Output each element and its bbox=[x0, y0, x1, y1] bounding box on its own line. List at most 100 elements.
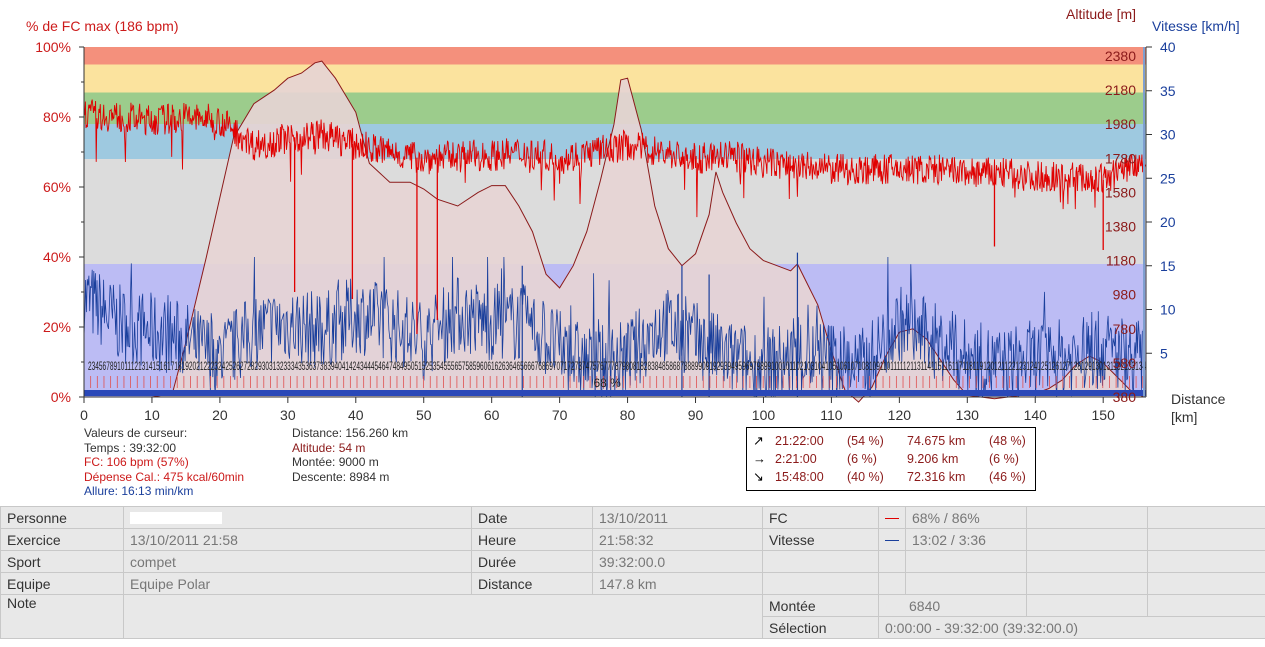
empty-cell bbox=[878, 550, 906, 573]
speed-tick-label: 30 bbox=[1160, 127, 1176, 143]
hr-legend-line-icon bbox=[885, 518, 899, 520]
person-value[interactable] bbox=[123, 506, 472, 529]
distance-tick-label: 130 bbox=[956, 407, 980, 423]
stats-distance: 9.206 km bbox=[907, 452, 959, 466]
speed-tick-label: 15 bbox=[1160, 258, 1176, 274]
hr-zone-band bbox=[84, 47, 1146, 65]
cursor-values: Valeurs de curseur: Temps : 39:32:00 FC:… bbox=[84, 426, 244, 499]
speed-tick-label: 40 bbox=[1160, 39, 1176, 55]
empty-cell bbox=[1147, 550, 1265, 573]
sport-value[interactable]: compet bbox=[123, 550, 472, 573]
distance-tick-label: 90 bbox=[688, 407, 704, 423]
hr-tick-label: 20% bbox=[43, 319, 71, 335]
empty-cell bbox=[878, 572, 906, 595]
speed-tick-label: 35 bbox=[1160, 83, 1176, 99]
exercise-info-table: Personne Date 13/10/2011 FC 68% / 86% Ex… bbox=[0, 506, 1265, 639]
ascent-label: Montée bbox=[762, 594, 879, 617]
distance-tick-label: 140 bbox=[1024, 407, 1048, 423]
distance-value: 147.8 km bbox=[592, 572, 763, 595]
team-value[interactable]: Equipe Polar bbox=[123, 572, 472, 595]
ascent-value: 6840 bbox=[878, 594, 1027, 617]
altitude-axis-title: Altitude [m] bbox=[1066, 6, 1137, 22]
speed-tick-label: 5 bbox=[1160, 345, 1168, 361]
empty-cell bbox=[1147, 528, 1265, 551]
note-label: Note bbox=[0, 594, 124, 639]
empty-cell bbox=[1026, 550, 1148, 573]
empty-cell bbox=[1147, 506, 1265, 529]
speed-axis-title: Vitesse [km/h] bbox=[1152, 18, 1240, 34]
climb-stats-box: ↗ 21:22:00 (54 %) 74.675 km (48 %) → 2:2… bbox=[746, 427, 1036, 491]
altitude-tick-label: 2180 bbox=[1105, 82, 1136, 98]
distance-tick-label: 0 bbox=[80, 407, 88, 423]
cursor-heading: Valeurs de curseur: bbox=[84, 426, 188, 440]
stats-distance-pct: (6 %) bbox=[989, 452, 1019, 466]
note-field[interactable] bbox=[123, 594, 763, 639]
cursor-values-2: Distance: 156.260 km Altitude: 54 m Mont… bbox=[292, 426, 408, 484]
cursor-distance: Distance: 156.260 km bbox=[292, 426, 409, 440]
cursor-altitude: Altitude: 54 m bbox=[292, 440, 366, 455]
speed-tick-label: 25 bbox=[1160, 170, 1176, 186]
altitude-tick-label: 2380 bbox=[1105, 48, 1136, 64]
hr-axis-title: % de FC max (186 bpm) bbox=[26, 18, 179, 34]
cursor-pace: Allure: 16:13 min/km bbox=[84, 484, 194, 499]
duration-value: 39:32:00.0 bbox=[592, 550, 763, 573]
altitude-tick-label: 1180 bbox=[1106, 253, 1136, 269]
altitude-tick-label: 780 bbox=[1113, 321, 1137, 337]
exercise-label: Exercice bbox=[0, 528, 124, 551]
speed-value: 13:02 / 3:36 bbox=[905, 528, 1027, 551]
stats-distance-pct: (46 %) bbox=[989, 470, 1026, 484]
hr-zone-band bbox=[84, 64, 1146, 93]
empty-cell bbox=[1026, 594, 1148, 617]
empty-cell bbox=[1026, 572, 1148, 595]
empty-cell bbox=[1147, 572, 1265, 595]
arrow-right-icon: → bbox=[753, 451, 766, 466]
hr-tick-label: 60% bbox=[43, 179, 71, 195]
stats-row-flat: → 2:21:00 (6 %) 9.206 km (6 %) bbox=[747, 450, 1035, 468]
cursor-ascent: Montée: 9000 m bbox=[292, 455, 379, 470]
date-value: 13/10/2011 bbox=[592, 506, 763, 529]
team-label: Equipe bbox=[0, 572, 124, 595]
arrow-down-right-icon: ↘ bbox=[753, 469, 764, 484]
altitude-tick-label: 1980 bbox=[1105, 116, 1136, 132]
distance-tick-label: 120 bbox=[888, 407, 912, 423]
distance-tick-label: 60 bbox=[484, 407, 500, 423]
time-value: 21:58:32 bbox=[592, 528, 763, 551]
exercise-value: 13/10/2011 21:58 bbox=[123, 528, 472, 551]
altitude-tick-label: 980 bbox=[1113, 287, 1137, 303]
hr-label: FC bbox=[762, 506, 879, 529]
cursor-hr: FC: 106 bpm (57%) bbox=[84, 455, 189, 470]
altitude-tick-label: 1380 bbox=[1105, 219, 1136, 235]
stats-time: 2:21:00 bbox=[775, 452, 817, 466]
stats-time-pct: (40 %) bbox=[847, 470, 884, 484]
stats-time-pct: (6 %) bbox=[847, 452, 877, 466]
distance-tick-label: 70 bbox=[552, 407, 568, 423]
empty-cell bbox=[1026, 506, 1148, 529]
sport-label: Sport bbox=[0, 550, 124, 573]
chart-canvas[interactable]: 2345678910111213141516171819202122232425… bbox=[0, 0, 1265, 505]
distance-tick-label: 80 bbox=[620, 407, 636, 423]
stats-time: 15:48:00 bbox=[775, 470, 824, 484]
distance-tick-label: 30 bbox=[280, 407, 296, 423]
empty-cell bbox=[905, 550, 1027, 573]
cursor-descent: Descente: 8984 m bbox=[292, 469, 390, 484]
selection-label: Sélection bbox=[762, 616, 879, 639]
hr-tick-label: 40% bbox=[43, 249, 71, 265]
exercise-chart[interactable]: 2345678910111213141516171819202122232425… bbox=[0, 0, 1265, 505]
hr-legend bbox=[878, 506, 906, 529]
distance-label: Distance bbox=[471, 572, 593, 595]
person-label: Personne bbox=[0, 506, 124, 529]
hr-tick-label: 0% bbox=[51, 389, 71, 405]
distance-tick-label: 10 bbox=[144, 407, 160, 423]
cursor-calories: Dépense Cal.: 475 kcal/60min bbox=[84, 469, 245, 484]
hr-tick-label: 80% bbox=[43, 109, 71, 125]
distance-tick-label: 100 bbox=[752, 407, 776, 423]
stats-row-down: ↘ 15:48:00 (40 %) 72.316 km (46 %) bbox=[747, 468, 1035, 486]
empty-cell bbox=[1026, 528, 1148, 551]
empty-cell bbox=[762, 550, 879, 573]
arrow-up-right-icon: ↗ bbox=[753, 433, 764, 448]
speed-tick-label: 10 bbox=[1160, 302, 1176, 318]
altitude-tick-label: 580 bbox=[1113, 355, 1137, 371]
distance-axis-title: Distance bbox=[1171, 391, 1226, 407]
stats-distance: 72.316 km bbox=[907, 470, 966, 484]
stats-distance-pct: (48 %) bbox=[989, 434, 1026, 448]
